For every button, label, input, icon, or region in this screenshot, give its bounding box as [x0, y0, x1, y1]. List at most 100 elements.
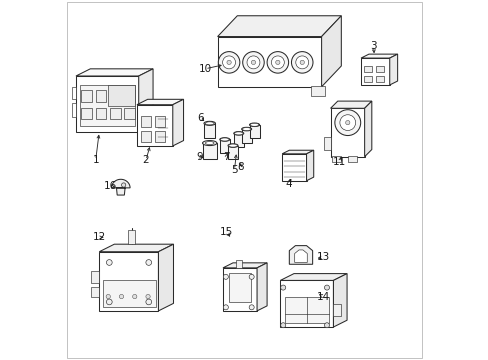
Ellipse shape — [203, 121, 215, 125]
Circle shape — [266, 51, 288, 73]
Bar — [140, 116, 150, 127]
Text: 1: 1 — [92, 155, 99, 165]
Circle shape — [246, 56, 260, 69]
Text: 13: 13 — [316, 252, 329, 262]
Bar — [110, 90, 121, 102]
Circle shape — [106, 299, 112, 305]
Polygon shape — [91, 271, 99, 283]
Polygon shape — [139, 69, 153, 132]
Bar — [233, 134, 244, 147]
Polygon shape — [280, 280, 333, 327]
Polygon shape — [282, 154, 306, 181]
Polygon shape — [389, 54, 397, 85]
Circle shape — [106, 294, 110, 299]
Circle shape — [145, 260, 151, 265]
Polygon shape — [217, 37, 321, 87]
Bar — [235, 260, 242, 268]
Bar — [155, 131, 164, 141]
Circle shape — [280, 323, 285, 328]
Polygon shape — [172, 99, 183, 146]
Ellipse shape — [220, 138, 228, 141]
Circle shape — [334, 110, 360, 135]
Text: 5: 5 — [231, 165, 237, 175]
Circle shape — [226, 60, 231, 64]
Circle shape — [345, 121, 349, 125]
Circle shape — [324, 323, 329, 328]
Polygon shape — [282, 150, 313, 154]
Bar — [202, 143, 217, 159]
Circle shape — [275, 60, 280, 64]
Bar — [241, 129, 251, 143]
Circle shape — [222, 56, 235, 69]
Polygon shape — [330, 108, 364, 157]
Text: 6: 6 — [197, 113, 203, 123]
Text: 14: 14 — [316, 292, 329, 302]
Circle shape — [106, 260, 112, 265]
Circle shape — [291, 51, 312, 73]
Polygon shape — [257, 263, 266, 311]
Circle shape — [249, 274, 254, 279]
Ellipse shape — [242, 127, 250, 131]
Bar — [249, 125, 259, 138]
Text: 12: 12 — [92, 232, 106, 242]
Ellipse shape — [205, 141, 214, 145]
Bar — [124, 108, 135, 119]
Circle shape — [119, 294, 123, 299]
Text: 3: 3 — [369, 41, 376, 50]
Polygon shape — [99, 252, 158, 311]
Polygon shape — [280, 274, 346, 280]
Polygon shape — [217, 16, 341, 37]
Bar — [96, 90, 106, 102]
Polygon shape — [289, 246, 312, 264]
Circle shape — [145, 294, 150, 299]
Circle shape — [218, 51, 239, 73]
Bar — [81, 108, 92, 119]
Bar — [332, 156, 341, 162]
Bar — [348, 156, 357, 162]
Bar — [108, 85, 135, 107]
Polygon shape — [321, 16, 341, 87]
Bar — [363, 66, 371, 72]
Circle shape — [132, 294, 137, 299]
Bar — [155, 116, 164, 127]
Bar — [80, 85, 135, 126]
Bar — [140, 131, 150, 141]
Bar — [124, 90, 135, 102]
Circle shape — [249, 305, 254, 310]
Polygon shape — [72, 87, 76, 99]
Text: 11: 11 — [332, 157, 346, 167]
Bar — [96, 108, 106, 119]
Polygon shape — [158, 244, 173, 311]
Polygon shape — [333, 304, 340, 316]
Polygon shape — [91, 287, 99, 297]
Ellipse shape — [219, 138, 229, 141]
Ellipse shape — [233, 132, 244, 135]
Polygon shape — [137, 105, 172, 146]
Ellipse shape — [234, 132, 243, 135]
Bar — [128, 230, 135, 244]
Bar — [227, 145, 238, 159]
Bar — [375, 66, 383, 72]
Ellipse shape — [202, 140, 217, 145]
Circle shape — [223, 274, 228, 279]
Bar — [203, 123, 215, 138]
Text: 9: 9 — [196, 152, 203, 162]
Polygon shape — [324, 137, 330, 149]
Circle shape — [223, 305, 228, 310]
Ellipse shape — [250, 123, 258, 126]
Text: 2: 2 — [142, 155, 149, 165]
Ellipse shape — [241, 127, 251, 131]
Circle shape — [339, 115, 355, 131]
Ellipse shape — [205, 122, 214, 125]
Ellipse shape — [228, 144, 237, 147]
Polygon shape — [137, 99, 183, 105]
Ellipse shape — [249, 123, 259, 126]
Text: 8: 8 — [236, 162, 243, 172]
Polygon shape — [111, 179, 130, 195]
Polygon shape — [294, 250, 306, 262]
Polygon shape — [76, 76, 139, 132]
Circle shape — [121, 183, 125, 187]
Polygon shape — [223, 268, 257, 311]
Circle shape — [251, 60, 255, 64]
Bar — [102, 280, 155, 307]
